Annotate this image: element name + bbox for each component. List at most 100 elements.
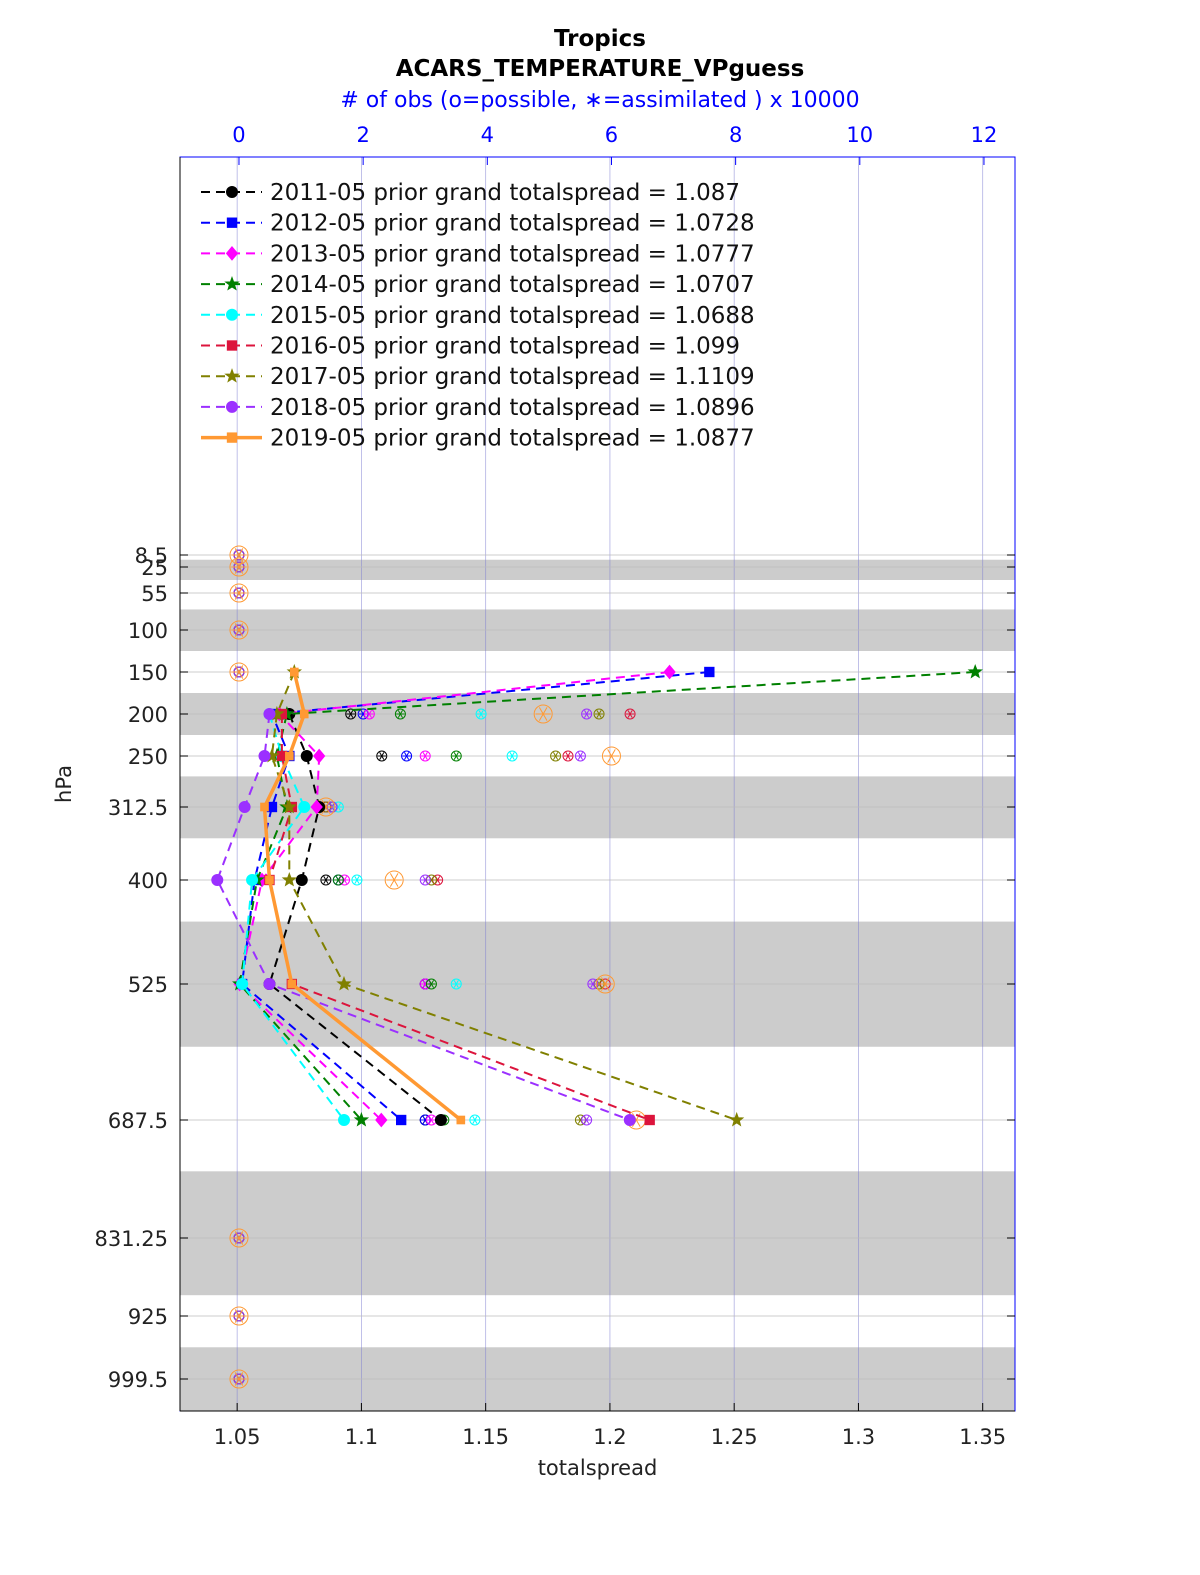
obs-assimilated-marker — [478, 710, 484, 718]
obs-assimilated-marker — [389, 873, 399, 887]
series-point — [226, 340, 238, 351]
series-line — [268, 714, 651, 1121]
obs-possible-marker — [320, 874, 332, 886]
y-axis-label: hPa — [52, 765, 76, 803]
y-tick-label: 999.5 — [108, 1368, 168, 1392]
obs-possible-marker — [581, 1114, 593, 1126]
y-tick-label: 25 — [141, 556, 168, 580]
obs-assimilated-marker — [538, 707, 548, 721]
obs-assimilated-marker — [354, 876, 360, 884]
series-point — [396, 1114, 407, 1126]
obs-possible-marker — [581, 708, 593, 720]
series-point — [338, 1114, 351, 1126]
obs-possible-marker — [229, 1228, 249, 1248]
legend-entry: 2011-05 prior grand totalspread = 1.087 — [270, 180, 740, 206]
legend-entry: 2017-05 prior grand totalspread = 1.1109 — [270, 364, 755, 390]
series-group-1 — [236, 666, 715, 1126]
legend: 2011-05 prior grand totalspread = 1.087 2… — [201, 180, 755, 452]
series-point — [225, 246, 239, 261]
y-tick-label: 400 — [128, 869, 168, 893]
obs-possible-marker — [450, 978, 462, 990]
obs-assimilated-marker — [335, 876, 341, 884]
obs-possible-marker — [229, 557, 249, 577]
obs-assimilated-marker — [428, 980, 434, 988]
y-tick-label: 312.5 — [108, 796, 168, 820]
series-point — [236, 978, 249, 990]
obs-assimilated-marker — [428, 1116, 434, 1124]
obs-assimilated-marker — [607, 749, 616, 763]
series-point — [336, 975, 352, 991]
obs-possible-marker — [595, 974, 615, 994]
obs-assimilated-marker — [453, 980, 459, 988]
x-tick-label: 1.3 — [842, 1425, 875, 1449]
series-point — [298, 801, 311, 813]
x-tick-label: 1.25 — [711, 1425, 758, 1449]
x-tick-label: 1.2 — [593, 1425, 626, 1449]
obs-assimilated-marker — [234, 548, 244, 562]
y-tick-label: 8.5 — [135, 544, 168, 568]
obs-possible-marker — [401, 750, 413, 762]
series-point — [246, 874, 259, 886]
legend-entry: 2015-05 prior grand totalspread = 1.0688 — [270, 303, 755, 329]
obs-possible-marker — [229, 1306, 249, 1326]
obs-assimilated-marker — [453, 752, 459, 760]
x-axis-label: totalspread — [538, 1456, 658, 1480]
series-point — [260, 802, 269, 812]
obs-assimilated-marker — [234, 665, 244, 679]
obs-possible-marker — [562, 750, 574, 762]
obs-possible-marker — [624, 708, 636, 720]
shaded-band-0 — [180, 559, 1015, 580]
obs-assimilated-marker — [323, 876, 329, 884]
obs-possible-marker — [376, 750, 388, 762]
obs-possible-marker — [351, 874, 363, 886]
series-point — [375, 1112, 388, 1128]
series-point — [644, 1114, 655, 1126]
y-tick-label: 687.5 — [108, 1109, 168, 1133]
series-group-6 — [264, 663, 745, 1127]
series-point — [287, 979, 297, 989]
series-point — [226, 217, 238, 228]
obs-assimilated-marker — [422, 876, 428, 884]
top-axis-label: # of obs (o=possible, ∗=assimilated ) x … — [340, 88, 860, 113]
series-point — [728, 1111, 745, 1127]
obs-assimilated-marker — [404, 752, 410, 760]
obs-possible-marker — [229, 662, 249, 682]
series-line — [238, 671, 976, 1121]
legend-entry: 2013-05 prior grand totalspread = 1.0777 — [270, 241, 755, 267]
series-point — [224, 276, 240, 291]
x-tick-label: 1.1 — [345, 1425, 378, 1449]
series-group-8 — [260, 667, 466, 1125]
obs-assimilated-marker — [553, 752, 559, 760]
top-tick-label: 6 — [605, 123, 618, 147]
chart-title: Tropics — [554, 26, 646, 52]
series-point — [456, 1115, 466, 1125]
obs-possible-marker — [229, 545, 249, 565]
obs-possible-marker — [229, 1369, 249, 1389]
obs-assimilated-marker — [397, 710, 403, 718]
series-point — [434, 1114, 447, 1126]
obs-assimilated-marker — [509, 752, 515, 760]
obs-assimilated-marker — [590, 980, 596, 988]
obs-assimilated-marker — [234, 1231, 244, 1245]
obs-possible-marker — [394, 708, 406, 720]
obs-possible-marker — [574, 750, 586, 762]
obs-assimilated-marker — [366, 710, 372, 718]
series-point — [211, 874, 224, 886]
obs-possible-marker — [425, 978, 437, 990]
top-tick-label: 2 — [356, 123, 369, 147]
series-line — [216, 713, 631, 1121]
series-group-5 — [264, 708, 655, 1126]
obs-assimilated-marker — [348, 710, 354, 718]
obs-assimilated-marker — [584, 710, 590, 718]
obs-assimilated-marker — [234, 560, 244, 574]
obs-assimilated-marker — [627, 710, 633, 718]
y-tick-label: 150 — [128, 661, 168, 685]
obs-possible-marker — [593, 708, 605, 720]
series-point — [353, 1111, 370, 1127]
x-tick-label: 1.35 — [959, 1425, 1006, 1449]
obs-possible-marker — [475, 708, 487, 720]
series-point — [238, 801, 251, 813]
series-point — [263, 978, 276, 990]
series-point — [258, 750, 271, 762]
